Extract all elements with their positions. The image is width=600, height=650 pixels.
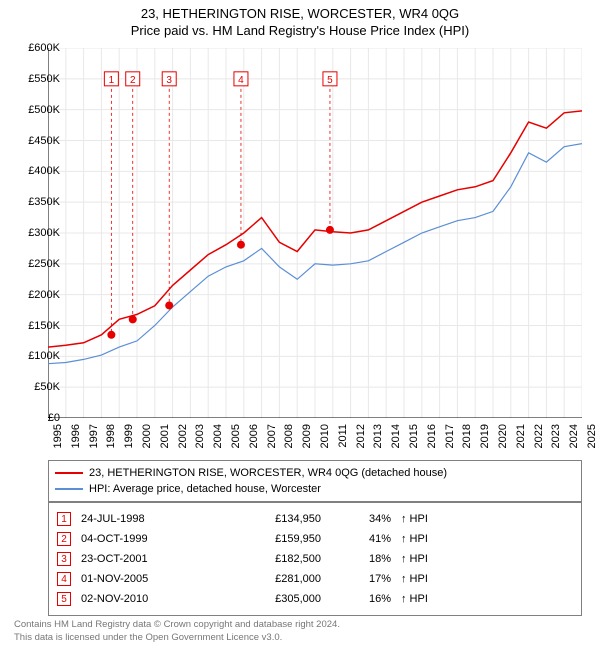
x-tick-label: 2002 bbox=[177, 424, 189, 448]
x-tick-label: 2019 bbox=[479, 424, 491, 448]
x-tick-label: 2013 bbox=[372, 424, 384, 448]
table-row: 3 23-OCT-2001 £182,500 18% ↑ HPI bbox=[57, 549, 573, 569]
legend: 23, HETHERINGTON RISE, WORCESTER, WR4 0Q… bbox=[48, 460, 582, 502]
y-tick-label: £300K bbox=[16, 227, 60, 239]
row-date: 24-JUL-1998 bbox=[81, 513, 211, 525]
chart-subtitle: Price paid vs. HM Land Registry's House … bbox=[0, 23, 600, 38]
x-tick-label: 1998 bbox=[105, 424, 117, 448]
row-price: £182,500 bbox=[221, 553, 321, 565]
chart-area: 1 2 3 4 5 bbox=[48, 48, 582, 418]
row-date: 02-NOV-2010 bbox=[81, 593, 211, 605]
row-price: £305,000 bbox=[221, 593, 321, 605]
x-tick-label: 2007 bbox=[266, 424, 278, 448]
x-tick-label: 1999 bbox=[123, 424, 135, 448]
row-date: 01-NOV-2005 bbox=[81, 573, 211, 585]
x-tick-label: 2020 bbox=[497, 424, 509, 448]
x-tick-label: 2009 bbox=[301, 424, 313, 448]
x-tick-label: 2018 bbox=[461, 424, 473, 448]
legend-label: HPI: Average price, detached house, Worc… bbox=[89, 483, 321, 495]
row-hpi: ↑ HPI bbox=[401, 513, 451, 525]
row-marker: 5 bbox=[57, 592, 71, 606]
y-tick-label: £250K bbox=[16, 258, 60, 270]
x-tick-label: 2010 bbox=[319, 424, 331, 448]
table-row: 5 02-NOV-2010 £305,000 16% ↑ HPI bbox=[57, 589, 573, 609]
x-tick-label: 2016 bbox=[426, 424, 438, 448]
x-tick-label: 2006 bbox=[248, 424, 260, 448]
x-tick-label: 2004 bbox=[212, 424, 224, 448]
row-marker: 1 bbox=[57, 512, 71, 526]
y-tick-label: £150K bbox=[16, 320, 60, 332]
row-date: 04-OCT-1999 bbox=[81, 533, 211, 545]
x-tick-label: 2017 bbox=[444, 424, 456, 448]
x-tick-label: 2000 bbox=[141, 424, 153, 448]
y-tick-label: £200K bbox=[16, 289, 60, 301]
row-marker: 4 bbox=[57, 572, 71, 586]
legend-item: 23, HETHERINGTON RISE, WORCESTER, WR4 0Q… bbox=[55, 465, 575, 481]
x-tick-label: 2003 bbox=[194, 424, 206, 448]
row-pct: 41% bbox=[331, 533, 391, 545]
svg-text:5: 5 bbox=[327, 75, 333, 86]
x-tick-label: 2001 bbox=[159, 424, 171, 448]
x-tick-label: 2024 bbox=[568, 424, 580, 448]
y-tick-label: £100K bbox=[16, 350, 60, 362]
x-tick-label: 2014 bbox=[390, 424, 402, 448]
row-pct: 16% bbox=[331, 593, 391, 605]
row-date: 23-OCT-2001 bbox=[81, 553, 211, 565]
footer-line: This data is licensed under the Open Gov… bbox=[14, 632, 340, 644]
svg-text:1: 1 bbox=[109, 75, 115, 86]
footer-attribution: Contains HM Land Registry data © Crown c… bbox=[14, 619, 340, 644]
row-pct: 18% bbox=[331, 553, 391, 565]
x-tick-label: 2015 bbox=[408, 424, 420, 448]
legend-item: HPI: Average price, detached house, Worc… bbox=[55, 481, 575, 497]
row-price: £159,950 bbox=[221, 533, 321, 545]
x-tick-label: 2022 bbox=[533, 424, 545, 448]
transactions-table: 1 24-JUL-1998 £134,950 34% ↑ HPI 2 04-OC… bbox=[48, 502, 582, 616]
row-hpi: ↑ HPI bbox=[401, 573, 451, 585]
y-tick-label: £500K bbox=[16, 104, 60, 116]
x-tick-label: 2005 bbox=[230, 424, 242, 448]
table-row: 4 01-NOV-2005 £281,000 17% ↑ HPI bbox=[57, 569, 573, 589]
y-tick-label: £0 bbox=[16, 412, 60, 424]
chart-title: 23, HETHERINGTON RISE, WORCESTER, WR4 0Q… bbox=[0, 6, 600, 21]
x-tick-label: 2008 bbox=[283, 424, 295, 448]
x-tick-label: 2021 bbox=[515, 424, 527, 448]
row-pct: 17% bbox=[331, 573, 391, 585]
svg-text:4: 4 bbox=[238, 75, 244, 86]
x-tick-label: 2025 bbox=[586, 424, 598, 448]
svg-text:3: 3 bbox=[166, 75, 172, 86]
y-tick-label: £600K bbox=[16, 42, 60, 54]
legend-swatch bbox=[55, 488, 83, 490]
y-tick-label: £350K bbox=[16, 196, 60, 208]
row-hpi: ↑ HPI bbox=[401, 593, 451, 605]
x-tick-label: 2012 bbox=[355, 424, 367, 448]
x-tick-label: 2011 bbox=[337, 424, 349, 448]
row-hpi: ↑ HPI bbox=[401, 533, 451, 545]
y-tick-label: £50K bbox=[16, 381, 60, 393]
row-price: £281,000 bbox=[221, 573, 321, 585]
x-tick-label: 1997 bbox=[88, 424, 100, 448]
row-hpi: ↑ HPI bbox=[401, 553, 451, 565]
x-tick-label: 1996 bbox=[70, 424, 82, 448]
chart-container: 23, HETHERINGTON RISE, WORCESTER, WR4 0Q… bbox=[0, 0, 600, 650]
chart-svg: 1 2 3 4 5 bbox=[48, 48, 582, 418]
y-tick-label: £450K bbox=[16, 135, 60, 147]
row-pct: 34% bbox=[331, 513, 391, 525]
svg-text:2: 2 bbox=[130, 75, 136, 86]
y-tick-label: £550K bbox=[16, 73, 60, 85]
table-row: 2 04-OCT-1999 £159,950 41% ↑ HPI bbox=[57, 529, 573, 549]
y-tick-label: £400K bbox=[16, 165, 60, 177]
row-marker: 2 bbox=[57, 532, 71, 546]
x-tick-label: 1995 bbox=[52, 424, 64, 448]
row-price: £134,950 bbox=[221, 513, 321, 525]
row-marker: 3 bbox=[57, 552, 71, 566]
legend-swatch bbox=[55, 472, 83, 474]
x-tick-label: 2023 bbox=[550, 424, 562, 448]
title-block: 23, HETHERINGTON RISE, WORCESTER, WR4 0Q… bbox=[0, 0, 600, 38]
table-row: 1 24-JUL-1998 £134,950 34% ↑ HPI bbox=[57, 509, 573, 529]
footer-line: Contains HM Land Registry data © Crown c… bbox=[14, 619, 340, 631]
legend-label: 23, HETHERINGTON RISE, WORCESTER, WR4 0Q… bbox=[89, 467, 447, 479]
